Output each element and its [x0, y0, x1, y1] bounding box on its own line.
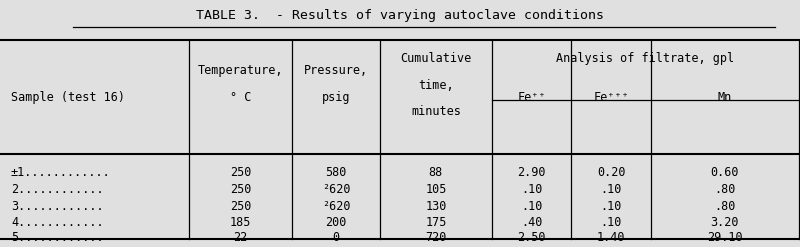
Text: 2.90: 2.90: [518, 166, 546, 179]
Text: 130: 130: [425, 200, 446, 213]
Text: Mn: Mn: [718, 91, 732, 104]
Text: 580: 580: [326, 166, 347, 179]
Text: 5............: 5............: [11, 231, 103, 244]
Text: 175: 175: [425, 216, 446, 228]
Text: 1.40: 1.40: [597, 231, 626, 244]
Text: Analysis of filtrate, gpl: Analysis of filtrate, gpl: [556, 52, 734, 65]
Text: 250: 250: [230, 183, 251, 196]
Text: .40: .40: [521, 216, 542, 228]
Text: 200: 200: [326, 216, 347, 228]
Text: 0: 0: [333, 231, 340, 244]
Text: time,: time,: [418, 79, 454, 92]
Text: .80: .80: [714, 183, 735, 196]
Text: ²620: ²620: [322, 200, 350, 213]
Text: Temperature,: Temperature,: [198, 64, 283, 77]
Text: ²620: ²620: [322, 183, 350, 196]
Text: 0.60: 0.60: [710, 166, 739, 179]
Text: 4............: 4............: [11, 216, 103, 228]
Text: 3............: 3............: [11, 200, 103, 213]
Text: TABLE 3.  - Results of varying autoclave conditions: TABLE 3. - Results of varying autoclave …: [196, 9, 604, 22]
Text: 105: 105: [425, 183, 446, 196]
Text: psig: psig: [322, 91, 350, 104]
Text: .10: .10: [601, 216, 622, 228]
Text: Pressure,: Pressure,: [304, 64, 368, 77]
Text: .10: .10: [601, 183, 622, 196]
Text: 2............: 2............: [11, 183, 103, 196]
Text: 720: 720: [425, 231, 446, 244]
Text: Sample (test 16): Sample (test 16): [11, 91, 125, 104]
Text: .10: .10: [601, 200, 622, 213]
Text: ° C: ° C: [230, 91, 251, 104]
Text: Fe⁺⁺⁺: Fe⁺⁺⁺: [594, 91, 629, 104]
Text: 2.50: 2.50: [518, 231, 546, 244]
Text: minutes: minutes: [411, 105, 461, 118]
Text: 185: 185: [230, 216, 251, 228]
Text: Cumulative: Cumulative: [400, 52, 471, 65]
Text: 29.10: 29.10: [707, 231, 742, 244]
Text: ±1............: ±1............: [11, 166, 110, 179]
Text: 22: 22: [234, 231, 248, 244]
Text: 250: 250: [230, 200, 251, 213]
Text: .10: .10: [521, 200, 542, 213]
Text: 3.20: 3.20: [710, 216, 739, 228]
Text: 250: 250: [230, 166, 251, 179]
Text: .80: .80: [714, 200, 735, 213]
Text: .10: .10: [521, 183, 542, 196]
Text: Fe⁺⁺: Fe⁺⁺: [518, 91, 546, 104]
Text: 0.20: 0.20: [597, 166, 626, 179]
Text: 88: 88: [429, 166, 443, 179]
